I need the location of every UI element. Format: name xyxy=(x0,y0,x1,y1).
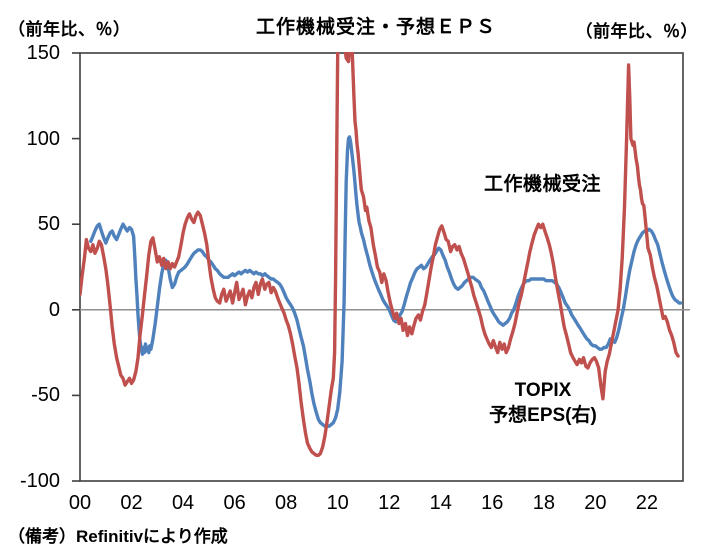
y-axis-tick-label: 0 xyxy=(48,298,60,321)
plot-frame xyxy=(79,52,684,482)
right-axis-unit-label: （前年比、％） xyxy=(575,22,698,41)
x-axis-tick-label: 12 xyxy=(378,492,401,514)
x-axis-tick-label: 22 xyxy=(635,492,659,514)
x-axis-tick-label: 18 xyxy=(532,492,555,514)
x-axis-tick-label: 16 xyxy=(481,492,504,514)
legend-machine-tool-orders: 工作機械受注 xyxy=(484,174,602,195)
legend-topix-line2: 予想EPS(右) xyxy=(489,405,597,426)
x-axis-tick-label: 14 xyxy=(429,492,452,514)
x-axis-tick-label: 08 xyxy=(275,492,298,514)
series-machine-tool-orders-line xyxy=(80,52,680,457)
legend-topix-line1: TOPIX xyxy=(514,380,572,401)
chart-title: 工作機械受注・予想ＥＰＳ xyxy=(255,17,496,38)
y-axis-tick-label: -100 xyxy=(19,470,60,492)
x-axis-tick-label: 02 xyxy=(120,492,143,514)
y-axis-tick-label: 100 xyxy=(26,127,60,150)
series-topix-eps-line xyxy=(89,135,683,428)
x-axis-tick-label: 00 xyxy=(68,492,92,514)
y-axis-tick-label: -50 xyxy=(31,384,60,407)
x-axis-tick-label: 04 xyxy=(171,492,195,514)
source-note: （備考）Refinitivにより作成 xyxy=(8,527,228,546)
x-axis-tick-label: 10 xyxy=(326,492,349,514)
y-axis-tick-label: 150 xyxy=(26,42,60,64)
x-axis-tick-label: 06 xyxy=(223,492,246,514)
legend-topix-eps: TOPIX 予想EPS(右) xyxy=(468,378,618,428)
x-axis-tick-label: 20 xyxy=(584,492,607,514)
left-axis-unit-label: （前年比、％） xyxy=(8,20,131,39)
y-axis-tick-label: 50 xyxy=(37,213,60,236)
